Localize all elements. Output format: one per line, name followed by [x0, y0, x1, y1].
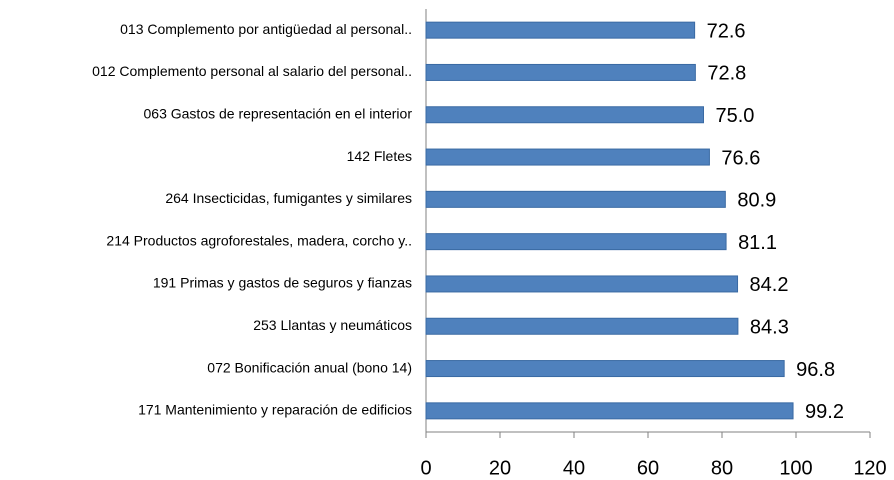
y-tick-label: 013 Complemento por antigüedad al person… — [120, 21, 412, 37]
y-tick-label: 264 Insecticidas, fumigantes y similares — [165, 190, 412, 206]
value-label: 80.9 — [737, 190, 776, 212]
y-tick-label: 142 Fletes — [347, 148, 412, 164]
y-tick-label: 012 Complemento personal al salario del … — [92, 63, 412, 79]
y-tick-label: 171 Mantenimiento y reparación de edific… — [138, 402, 412, 418]
bar — [425, 233, 727, 251]
bar — [425, 106, 704, 124]
y-tick-label: 214 Productos agroforestales, madera, co… — [106, 232, 412, 248]
value-label: 76.6 — [721, 147, 760, 169]
bar — [425, 317, 739, 335]
bar — [425, 190, 726, 208]
x-tick-label: 80 — [711, 457, 733, 479]
y-tick-label: 191 Primas y gastos de seguros y fianzas — [153, 275, 412, 291]
bar — [425, 21, 696, 39]
bar — [425, 148, 710, 166]
y-tick-label: 063 Gastos de representación en el inter… — [144, 105, 413, 121]
value-label: 81.1 — [738, 232, 777, 254]
bar — [425, 360, 785, 378]
x-tick-label: 100 — [779, 457, 812, 479]
value-label: 99.2 — [805, 401, 844, 423]
x-tick-label: 60 — [637, 457, 659, 479]
value-label: 72.6 — [707, 20, 746, 42]
value-label: 72.8 — [707, 63, 746, 85]
value-label: 84.3 — [750, 317, 789, 339]
value-label: 84.2 — [750, 274, 789, 296]
bar — [425, 402, 794, 420]
value-label: 96.8 — [796, 359, 835, 381]
x-tick-label: 0 — [420, 457, 431, 479]
x-tick-label: 120 — [853, 457, 886, 479]
x-tick-label: 40 — [563, 457, 585, 479]
y-tick-label: 253 Llantas y neumáticos — [253, 317, 412, 333]
bar — [425, 275, 739, 293]
bar — [425, 63, 696, 81]
y-tick-label: 072 Bonificación anual (bono 14) — [207, 359, 412, 375]
value-label: 75.0 — [716, 105, 755, 127]
x-tick-label: 20 — [489, 457, 511, 479]
